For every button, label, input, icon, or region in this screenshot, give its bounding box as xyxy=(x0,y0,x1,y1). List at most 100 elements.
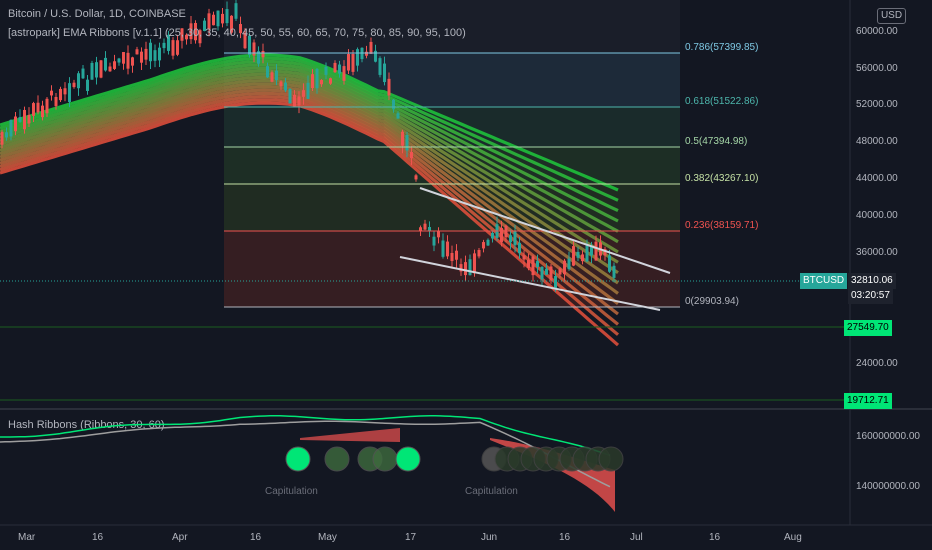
time-axis-label: 16 xyxy=(709,532,721,543)
time-axis-label: Apr xyxy=(172,532,188,543)
candle-body xyxy=(261,50,265,58)
candle-body xyxy=(590,246,593,256)
candle-body xyxy=(32,103,35,116)
candle-body xyxy=(122,52,125,64)
candle-body xyxy=(518,242,521,254)
candle-body xyxy=(603,249,607,256)
ema-ribbon xyxy=(0,72,619,254)
time-axis-label: 16 xyxy=(559,532,571,543)
time-axis-label: Aug xyxy=(784,532,802,543)
candle-body xyxy=(531,256,535,276)
candle-body xyxy=(180,28,184,41)
candle-body xyxy=(198,30,202,44)
hash-fast-line xyxy=(0,415,611,457)
candle-body xyxy=(576,251,580,258)
candle-body xyxy=(450,252,454,261)
candle-body xyxy=(437,231,440,238)
time-axis-label: Jun xyxy=(481,532,497,543)
current-price-tag: 32810.06 xyxy=(848,273,896,289)
ema-ribbon xyxy=(0,69,619,244)
candle-body xyxy=(234,3,238,19)
candle-body xyxy=(0,131,4,145)
candle-body xyxy=(306,82,310,99)
candle-body xyxy=(585,245,589,262)
fib-level-label: 0.618(51522.86) xyxy=(685,96,758,107)
candle-body xyxy=(239,24,242,34)
candle-body xyxy=(594,241,598,261)
candle-body xyxy=(140,51,143,63)
candle-body xyxy=(509,235,512,243)
candle-body xyxy=(257,51,260,64)
candle-body xyxy=(9,119,13,137)
candle-body xyxy=(230,15,233,33)
candle-body xyxy=(72,82,76,88)
candle-body xyxy=(248,35,251,55)
candle-body xyxy=(113,61,116,69)
candle-body xyxy=(288,88,292,104)
candle-body xyxy=(432,236,436,246)
candle-body xyxy=(423,223,427,230)
candle-body xyxy=(203,20,206,32)
candle-body xyxy=(554,276,557,289)
candle-body xyxy=(572,246,575,266)
candle-body xyxy=(266,66,269,78)
candle-body xyxy=(500,228,503,243)
candle-body xyxy=(99,60,103,78)
candle-body xyxy=(459,264,463,272)
candle-body xyxy=(581,254,584,262)
candle-body xyxy=(347,54,350,71)
countdown-tag: 03:20:57 xyxy=(848,288,893,304)
candle-body xyxy=(464,262,467,276)
candle-body xyxy=(158,47,161,61)
candle-body xyxy=(221,13,224,24)
buy-signal-circle xyxy=(285,446,311,472)
capitulation-circle xyxy=(598,446,624,472)
price-axis-label: 44000.00 xyxy=(856,173,898,184)
candle-body xyxy=(320,80,323,85)
buy-signal-circle xyxy=(324,446,350,472)
candle-body xyxy=(513,230,517,246)
ema-ribbon xyxy=(0,66,619,233)
candle-body xyxy=(86,79,89,91)
candle-body xyxy=(225,9,229,24)
candle-body xyxy=(212,14,215,26)
candle-body xyxy=(284,82,287,91)
candle-body xyxy=(473,253,476,274)
candle-body xyxy=(171,40,175,56)
candle-body xyxy=(108,66,112,72)
candle-body xyxy=(369,41,373,54)
candle-body xyxy=(486,239,490,246)
candle-body xyxy=(455,250,458,260)
candle-body xyxy=(275,70,278,81)
candle-body xyxy=(167,34,170,51)
wedge-lower-line xyxy=(399,256,661,311)
hash-axis-label: 160000000.00 xyxy=(856,431,920,442)
candle-body xyxy=(54,96,58,107)
capitulation-label: Capitulation xyxy=(465,486,518,497)
candle-body xyxy=(333,62,337,73)
candle-body xyxy=(396,113,400,119)
candle-body xyxy=(558,268,562,275)
currency-button[interactable]: USD xyxy=(877,8,906,24)
candle-body xyxy=(77,73,80,89)
candle-body xyxy=(117,58,121,63)
fib-zone-top xyxy=(224,0,680,53)
candle-body xyxy=(563,260,566,275)
candle-body xyxy=(329,78,332,84)
candle-body xyxy=(144,48,148,60)
candle-body xyxy=(153,50,157,61)
candle-body xyxy=(567,258,571,270)
candle-body xyxy=(135,49,139,55)
price-axis-label: 60000.00 xyxy=(856,26,898,37)
hash-ribbons-title: Hash Ribbons (Ribbons, 30, 60) xyxy=(8,419,165,431)
buy-signal-circle xyxy=(395,446,421,472)
candle-body xyxy=(374,50,377,62)
ema-ribbon xyxy=(0,62,619,223)
candle-body xyxy=(95,62,98,78)
time-axis-label: 17 xyxy=(405,532,417,543)
fib-level-label: 0.382(43267.10) xyxy=(685,173,758,184)
candle-body xyxy=(41,105,44,118)
candle-body xyxy=(5,132,8,138)
hash-slow-line xyxy=(0,420,611,488)
